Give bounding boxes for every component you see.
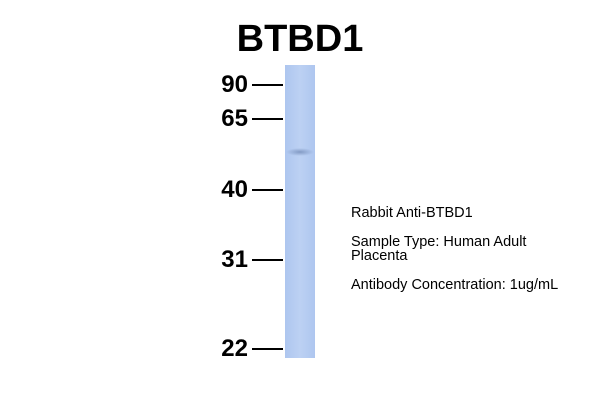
marker-line <box>252 348 283 350</box>
marker-line <box>252 118 283 120</box>
title: BTBD1 <box>236 18 364 60</box>
marker-label: 31 <box>221 246 248 273</box>
blot-band <box>286 148 314 156</box>
blot-lane <box>285 65 315 358</box>
marker-label: 40 <box>221 176 248 203</box>
marker-line <box>252 189 283 191</box>
antibody-note: Rabbit Anti-BTBD1 <box>351 205 473 221</box>
marker-label: 65 <box>221 105 248 132</box>
marker-label: 22 <box>221 335 248 362</box>
marker-line <box>252 259 283 261</box>
concentration-note: Antibody Concentration: 1ug/mL <box>351 277 559 293</box>
sample-note: Sample Type: Human Adult Placenta <box>351 234 527 264</box>
marker-label: 90 <box>221 71 248 98</box>
marker-line <box>252 84 283 86</box>
